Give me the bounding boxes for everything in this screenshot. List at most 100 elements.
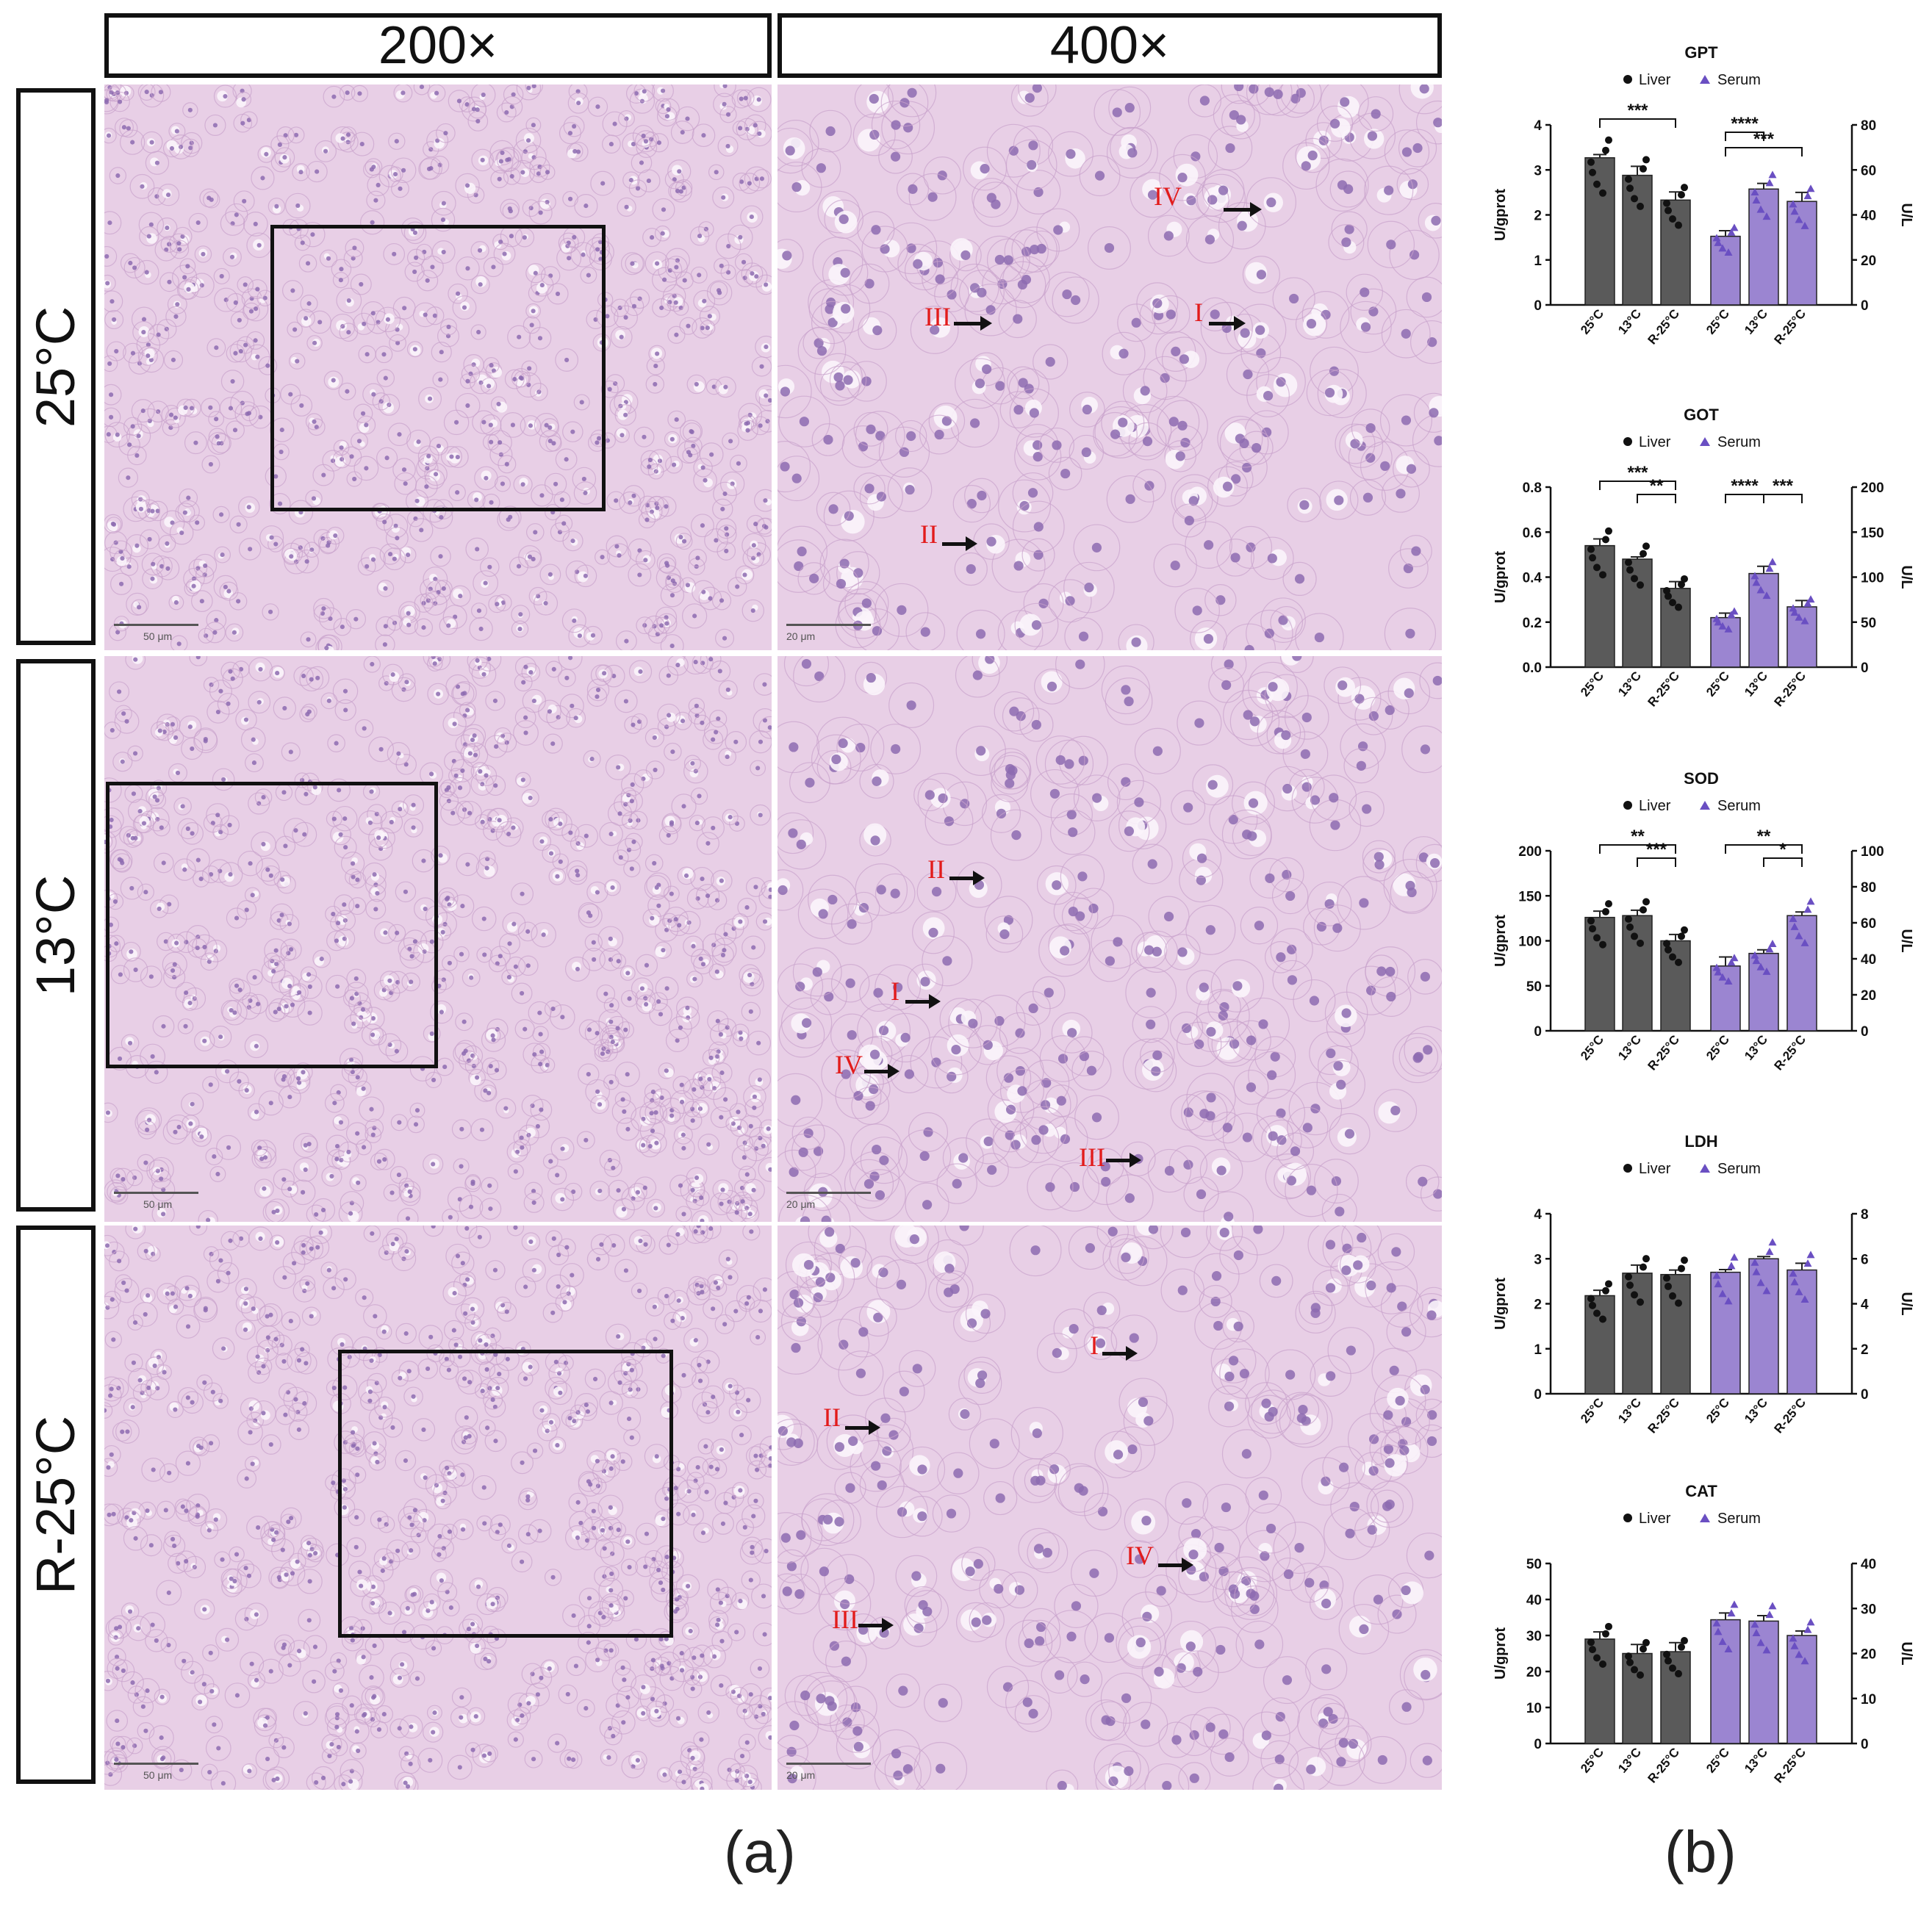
data-point — [1806, 897, 1815, 905]
legend-serum-marker — [1700, 1164, 1710, 1173]
bar-liver — [1660, 1651, 1691, 1744]
right-tick-label: 20 — [1861, 1647, 1876, 1663]
bar-serum — [1786, 606, 1817, 668]
chart-got: GOT Liver Serum 0.0 0.2 0.4 0.6 0.8 0 50 100 150 200… — [1477, 403, 1918, 737]
data-point — [1637, 939, 1644, 947]
right-axis-label: U/L — [1898, 1641, 1914, 1665]
category-label: 13°C — [1742, 306, 1770, 337]
data-point — [1800, 616, 1809, 625]
significance-bracket — [1725, 132, 1764, 141]
chart-title: GOT — [1684, 406, 1719, 424]
data-point — [1718, 622, 1727, 630]
bar-liver — [1584, 1638, 1615, 1744]
data-point — [1712, 234, 1721, 242]
data-point — [1605, 527, 1612, 535]
right-tick-label: 80 — [1861, 880, 1876, 896]
data-point — [1752, 1629, 1761, 1637]
significance-bracket — [1763, 857, 1803, 867]
legend-serum: Serum — [1717, 72, 1761, 88]
right-tick-label: 8 — [1861, 1207, 1869, 1223]
arrow-icon — [954, 316, 992, 331]
legend-liver: Liver — [1639, 434, 1671, 450]
legend-liver: Liver — [1639, 1161, 1671, 1177]
significance-bracket — [1725, 147, 1803, 156]
data-point — [1625, 558, 1632, 566]
category-label: 25°C — [1703, 1745, 1732, 1775]
data-point — [1599, 1315, 1606, 1323]
data-point — [1593, 1654, 1601, 1662]
data-point — [1637, 1671, 1644, 1679]
data-point — [1730, 223, 1739, 231]
left-tick-label: 0.2 — [1523, 616, 1542, 631]
data-point — [1790, 922, 1799, 930]
data-point — [1795, 932, 1803, 940]
arrow-icon — [845, 1420, 880, 1435]
data-point — [1642, 1638, 1650, 1647]
arrow-icon — [1158, 1558, 1193, 1572]
data-point — [1803, 1259, 1812, 1267]
left-tick-label: 50 — [1526, 1557, 1542, 1572]
left-axis-label: U/gprot — [1493, 551, 1509, 603]
bar-serum — [1710, 965, 1741, 1032]
right-tick-label: 20 — [1861, 988, 1876, 1004]
bar-serum — [1710, 235, 1741, 306]
left-tick-label: 40 — [1526, 1593, 1542, 1608]
data-point — [1675, 221, 1682, 229]
micrograph-r25c-400x — [778, 1226, 1442, 1790]
data-point — [1663, 940, 1670, 948]
right-axis-label: U/L — [1898, 565, 1914, 589]
data-point — [1626, 1281, 1634, 1289]
right-tick-label: 0 — [1861, 1737, 1869, 1752]
chart-ldh: LDH Liver Serum 0 1 2 3 4 0 2 4 6 8 U/gprot U/L 25°C 13°… — [1477, 1129, 1918, 1464]
significance-label: ** — [1631, 827, 1645, 846]
right-tick-label: 60 — [1861, 916, 1876, 932]
left-tick-label: 1 — [1534, 1342, 1542, 1358]
data-point — [1599, 189, 1606, 197]
left-tick-label: 0 — [1534, 1387, 1542, 1403]
right-tick-label: 100 — [1861, 571, 1884, 586]
data-point — [1669, 215, 1676, 223]
data-point — [1806, 595, 1815, 603]
scale-bar-13c-400x — [786, 1192, 871, 1194]
chart-sod: SOD Liver Serum 0 50 100 150 200 0 20 40 60 80 100 U/g… — [1477, 766, 1918, 1101]
data-point — [1800, 221, 1809, 229]
data-point — [1750, 1258, 1759, 1266]
bar-serum — [1786, 1635, 1817, 1744]
data-point — [1750, 572, 1759, 580]
data-point — [1640, 1645, 1647, 1653]
row-label-13c: 13°C — [16, 659, 96, 1212]
data-point — [1587, 545, 1595, 553]
left-tick-label: 200 — [1518, 844, 1542, 860]
data-point — [1681, 926, 1688, 934]
data-point — [1605, 136, 1612, 144]
arrow-icon — [942, 536, 977, 551]
left-tick-label: 3 — [1534, 1252, 1542, 1267]
data-point — [1765, 1248, 1774, 1256]
zoom-box-r25c — [338, 1350, 673, 1638]
data-point — [1724, 1644, 1733, 1652]
data-point — [1803, 192, 1812, 200]
data-point — [1602, 146, 1609, 154]
chart-title: LDH — [1684, 1132, 1717, 1151]
left-tick-label: 50 — [1526, 979, 1542, 995]
category-label: 13°C — [1742, 1395, 1770, 1425]
data-point — [1762, 591, 1771, 600]
scale-bar-25c-200x — [114, 624, 198, 626]
significance-bracket — [1599, 118, 1676, 128]
data-point — [1602, 1286, 1609, 1295]
zoom-box-13c — [106, 782, 438, 1068]
left-tick-label: 100 — [1518, 935, 1542, 950]
category-label: 13°C — [1615, 1032, 1644, 1062]
left-tick-label: 150 — [1518, 889, 1542, 904]
data-point — [1730, 1253, 1739, 1261]
data-point — [1765, 564, 1774, 572]
category-label: R-25°C — [1645, 1745, 1683, 1785]
data-point — [1681, 575, 1688, 583]
column-header-200x: 200× — [104, 13, 772, 78]
category-label: R-25°C — [1772, 1395, 1809, 1436]
left-tick-label: 2 — [1534, 209, 1542, 224]
data-point — [1718, 244, 1727, 252]
arrow-icon — [864, 1064, 899, 1079]
bar-serum — [1710, 1271, 1741, 1394]
data-point — [1626, 923, 1634, 931]
